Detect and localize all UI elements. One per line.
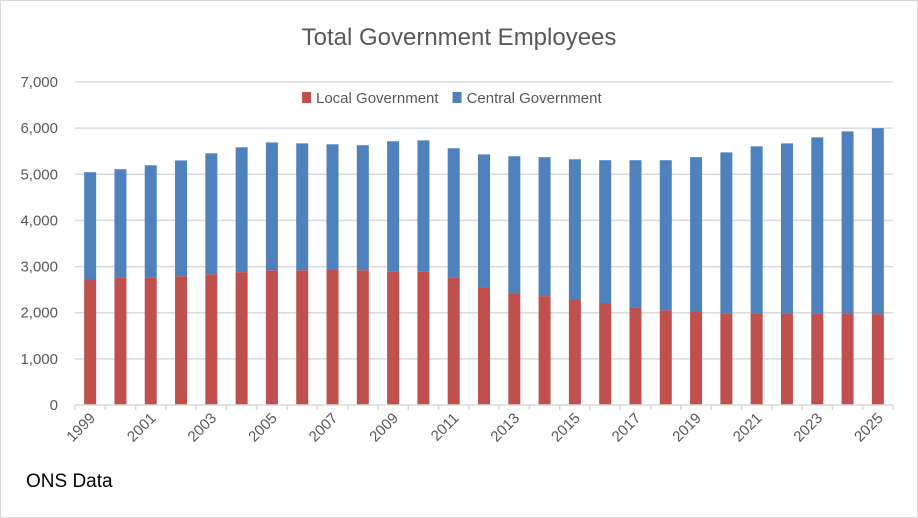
legend-label: Central Government <box>467 90 603 107</box>
bar-central-government-2007 <box>326 144 339 270</box>
y-tick-label: 4,000 <box>20 212 58 229</box>
y-tick-label: 1,000 <box>20 351 58 368</box>
bar-central-government-2017 <box>629 160 642 308</box>
bar-central-government-2010 <box>417 140 430 272</box>
bar-local-government-2013 <box>508 293 521 405</box>
x-tick-label: 2001 <box>124 410 160 446</box>
bar-local-government-2007 <box>326 269 339 405</box>
bar-local-government-2004 <box>235 272 248 405</box>
bar-central-government-2008 <box>356 145 369 271</box>
bar-local-government-2017 <box>629 307 642 405</box>
legend-swatch <box>302 92 311 103</box>
legend-swatch <box>452 92 462 103</box>
bar-local-government-2012 <box>478 287 490 405</box>
bar-central-government-2005 <box>265 142 278 271</box>
y-axis-ticks: 0 1,000 2,000 3,000 4,000 5,000 6,000 7,000 <box>20 74 58 414</box>
bar-central-government-2000 <box>114 169 127 278</box>
x-tick-label: 2003 <box>185 410 221 446</box>
y-tick-label: 5,000 <box>20 166 58 183</box>
bar-central-government-1999 <box>84 172 97 280</box>
bar-local-government-2009 <box>387 271 400 405</box>
chart-title: Total Government Employees <box>302 24 617 51</box>
bar-central-government-2024 <box>841 131 854 314</box>
bar-central-government-2015 <box>568 159 581 301</box>
bars <box>84 128 884 405</box>
y-tick-label: 6,000 <box>20 120 58 137</box>
x-tick-label: 2011 <box>428 410 463 445</box>
x-tick-label: 2005 <box>245 410 281 446</box>
bar-local-government-2016 <box>599 303 612 405</box>
bar-local-government-1999 <box>84 279 97 405</box>
bar-central-government-2012 <box>478 154 490 288</box>
legend-label: Local Government <box>316 90 439 107</box>
y-tick-label: 2,000 <box>20 305 58 322</box>
bar-local-government-2021 <box>750 313 763 405</box>
bar-central-government-2019 <box>690 157 703 313</box>
bar-local-government-2023 <box>811 313 824 405</box>
x-tick-label: 2019 <box>669 410 705 446</box>
bar-central-government-2020 <box>720 152 733 314</box>
x-tick-label: 2009 <box>366 410 402 446</box>
bar-central-government-2022 <box>780 143 793 314</box>
x-tick-label: 2023 <box>790 410 826 446</box>
bar-local-government-2005 <box>265 270 278 405</box>
bar-local-government-2001 <box>144 277 157 405</box>
bar-central-government-2001 <box>144 165 157 278</box>
bar-central-government-2011 <box>447 148 460 278</box>
x-tick-label: 2015 <box>548 410 584 446</box>
x-tick-label: 2021 <box>730 410 766 446</box>
bar-local-government-2020 <box>720 313 733 405</box>
source-note: ONS Data <box>26 471 113 492</box>
bar-central-government-2002 <box>175 160 188 277</box>
bar-local-government-2022 <box>780 313 793 405</box>
bar-central-government-2003 <box>205 153 218 275</box>
bar-central-government-2014 <box>538 157 551 297</box>
x-tick-label: 2017 <box>609 410 645 446</box>
bar-central-government-2013 <box>508 156 521 294</box>
x-axis: 1999 2001 2003 2005 2007 2009 2011 2013 2015 2017… <box>63 404 894 446</box>
x-tick-label: 2025 <box>851 410 887 446</box>
bar-local-government-2011 <box>447 277 460 405</box>
bar-local-government-2002 <box>175 276 188 405</box>
bar-central-government-2016 <box>599 160 612 304</box>
y-tick-label: 7,000 <box>20 74 58 91</box>
bar-central-government-2023 <box>811 137 824 314</box>
x-tick-label: 2007 <box>306 410 342 446</box>
bar-local-government-2003 <box>205 274 218 405</box>
bar-local-government-2008 <box>356 270 369 405</box>
bar-local-government-2025 <box>871 314 884 405</box>
bar-central-government-2018 <box>659 160 672 311</box>
bar-local-government-2024 <box>841 313 854 405</box>
bar-central-government-2009 <box>387 141 400 272</box>
bar-central-government-2025 <box>871 128 884 315</box>
x-tick-label: 1999 <box>63 410 99 446</box>
legend: Local Government Central Government <box>302 90 602 107</box>
y-tick-label: 3,000 <box>20 259 58 276</box>
y-tick-label: 0 <box>50 397 58 414</box>
bar-local-government-2018 <box>659 310 672 405</box>
bar-central-government-2021 <box>750 146 763 314</box>
bar-local-government-2015 <box>568 300 581 405</box>
bar-local-government-2019 <box>690 312 703 405</box>
bar-central-government-2006 <box>296 143 309 271</box>
x-tick-label: 2013 <box>488 410 524 446</box>
bar-central-government-2004 <box>235 147 248 273</box>
bar-local-government-2010 <box>417 271 430 405</box>
bar-local-government-2000 <box>114 277 127 405</box>
bar-local-government-2014 <box>538 296 551 405</box>
bar-local-government-2006 <box>296 270 309 405</box>
